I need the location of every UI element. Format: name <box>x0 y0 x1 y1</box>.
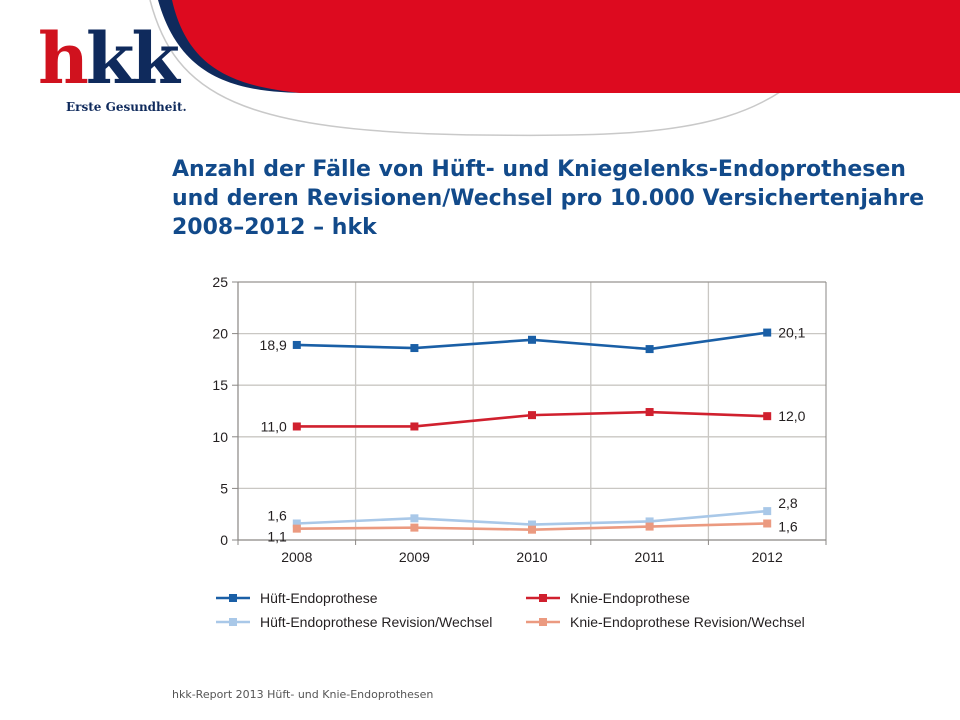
x-tick-label: 2012 <box>752 549 783 565</box>
x-tick-label: 2009 <box>399 549 430 565</box>
data-point <box>645 517 654 526</box>
legend-swatch-marker <box>539 594 547 602</box>
legend-label: Knie-Endoprothese Revision/Wechsel <box>570 614 805 630</box>
data-label-start: 11,0 <box>261 418 287 434</box>
data-point <box>645 522 654 531</box>
data-point <box>645 408 654 417</box>
data-point <box>410 344 419 353</box>
logo-letter-h: h <box>38 17 89 100</box>
logo-tagline: Erste Gesundheit. <box>66 100 187 114</box>
x-tick-label: 2008 <box>281 549 312 565</box>
legend-swatch-marker <box>229 618 237 626</box>
chart-series <box>292 328 772 534</box>
data-point <box>410 514 419 523</box>
data-label-start: 1,1 <box>267 529 287 545</box>
data-point <box>763 519 772 528</box>
data-point <box>528 335 536 344</box>
y-tick-label: 25 <box>212 274 228 290</box>
x-tick-label: 2011 <box>635 549 665 565</box>
logo-letters-kk: kk <box>85 17 180 100</box>
data-label-end: 12,0 <box>778 408 805 424</box>
data-point <box>528 525 536 534</box>
x-tick-label: 2010 <box>516 549 547 565</box>
data-point <box>763 412 772 421</box>
data-label-end: 2,8 <box>778 495 798 511</box>
header-red-band <box>172 0 960 93</box>
data-label-end: 20,1 <box>778 325 805 341</box>
data-point <box>528 520 536 529</box>
data-point <box>410 422 419 431</box>
chart-axes: 0 5 10 15 20 25 2008 2009 2010 2011 2012 <box>212 274 827 565</box>
data-point <box>410 523 419 532</box>
data-point <box>763 507 772 516</box>
chart-grid <box>238 281 826 540</box>
data-point <box>528 411 536 420</box>
data-label-start: 18,9 <box>260 337 287 353</box>
data-point <box>292 422 301 431</box>
header-decoration <box>149 0 960 137</box>
y-tick-label: 20 <box>212 326 228 342</box>
hkk-logo: hkk Erste Gesundheit. <box>38 24 187 120</box>
data-label-start: 1,6 <box>267 507 287 523</box>
data-point <box>292 340 301 349</box>
chart-legend: Hüft-Endoprothese Knie-Endoprothese Hüft-E… <box>216 590 805 630</box>
page-title: Anzahl der Fälle von Hüft- und Kniegelen… <box>172 157 925 240</box>
y-tick-label: 10 <box>212 429 228 445</box>
legend-label: Hüft-Endoprothese <box>260 590 378 606</box>
y-tick-label: 15 <box>212 377 228 393</box>
legend-swatch-marker <box>539 618 547 626</box>
logo-word: hkk <box>38 24 180 94</box>
data-point <box>645 345 654 354</box>
data-point <box>292 519 301 528</box>
y-tick-label: 5 <box>220 480 228 496</box>
y-tick-label: 0 <box>220 532 228 548</box>
legend-label: Knie-Endoprothese <box>570 590 690 606</box>
data-label-end: 1,6 <box>778 518 798 534</box>
data-point <box>292 524 301 533</box>
data-point <box>763 328 772 337</box>
footer-source: hkk-Report 2013 Hüft- und Knie-Endoproth… <box>172 688 434 701</box>
legend-swatch-marker <box>229 594 237 602</box>
chart-data-labels: 18,9 20,1 11,0 12,0 1,6 2,8 1,1 1,6 <box>260 325 806 545</box>
legend-label: Hüft-Endoprothese Revision/Wechsel <box>260 614 492 630</box>
